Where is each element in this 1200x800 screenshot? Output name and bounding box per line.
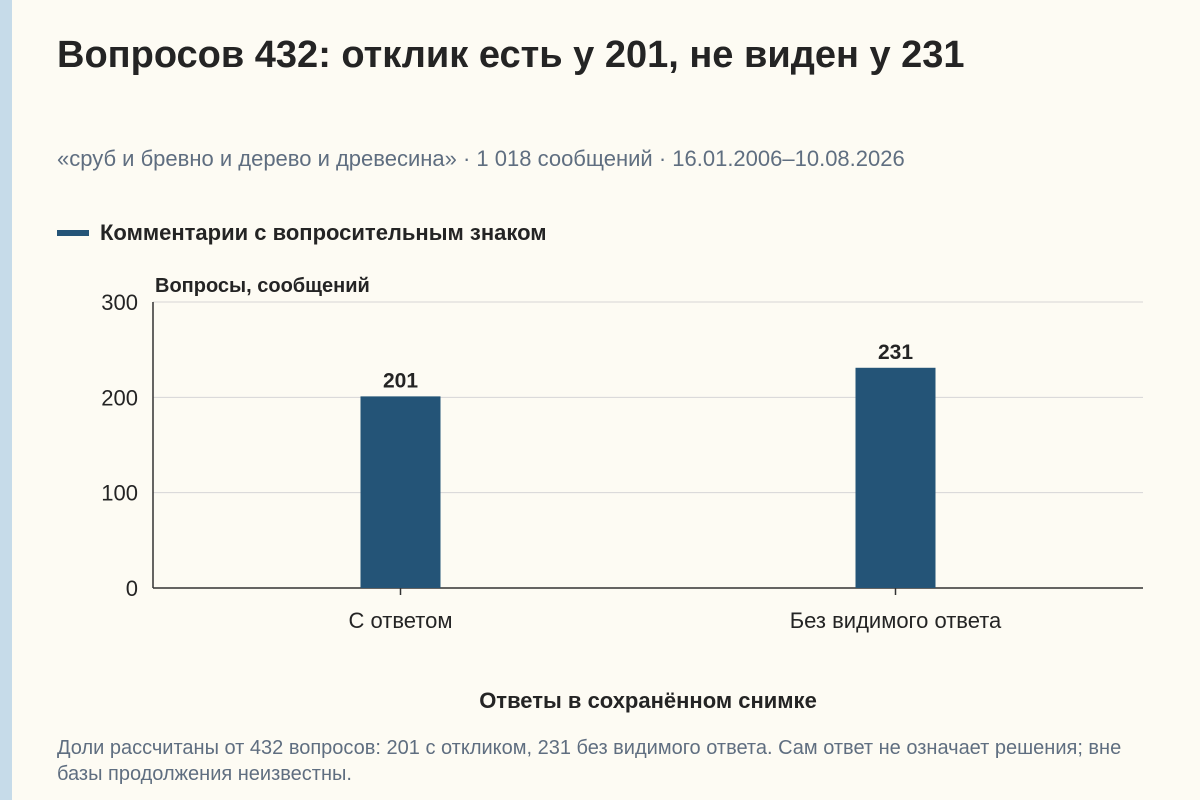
legend-label: Комментарии с вопросительным знаком xyxy=(100,220,547,245)
chart-subtitle: «сруб и бревно и дерево и древесина» · 1… xyxy=(57,146,905,171)
y-tick-label: 200 xyxy=(101,385,138,410)
axes xyxy=(152,302,1143,589)
footnote: Доли рассчитаны от 432 вопросов: 201 с о… xyxy=(57,737,1122,785)
legend-swatch xyxy=(57,230,89,236)
x-tick-label: Без видимого ответа xyxy=(790,608,1002,633)
x-tick-labels: С ответом Без видимого ответа xyxy=(349,588,1002,633)
bar xyxy=(855,367,936,588)
y-axis-label: Вопросы, сообщений xyxy=(155,275,370,297)
x-tick-label: С ответом xyxy=(349,608,453,633)
x-axis-label: Ответы в сохранённом снимке xyxy=(479,688,817,713)
y-tick-label: 300 xyxy=(101,290,138,315)
bar xyxy=(360,396,441,588)
bars xyxy=(360,367,936,588)
left-accent-strip xyxy=(0,0,12,800)
y-tick-label: 0 xyxy=(126,576,138,601)
legend: Комментарии с вопросительным знаком xyxy=(57,218,547,248)
bar-value-label: 231 xyxy=(878,341,913,364)
chart-title: Вопросов 432: отклик есть у 201, не виде… xyxy=(57,34,965,76)
bar-value-label: 201 xyxy=(383,369,418,392)
y-tick-label: 100 xyxy=(101,481,138,506)
grid-lines xyxy=(153,301,1143,494)
bar-value-labels: 201 231 xyxy=(383,341,913,393)
y-tick-labels: 0 100 200 300 xyxy=(101,290,138,601)
